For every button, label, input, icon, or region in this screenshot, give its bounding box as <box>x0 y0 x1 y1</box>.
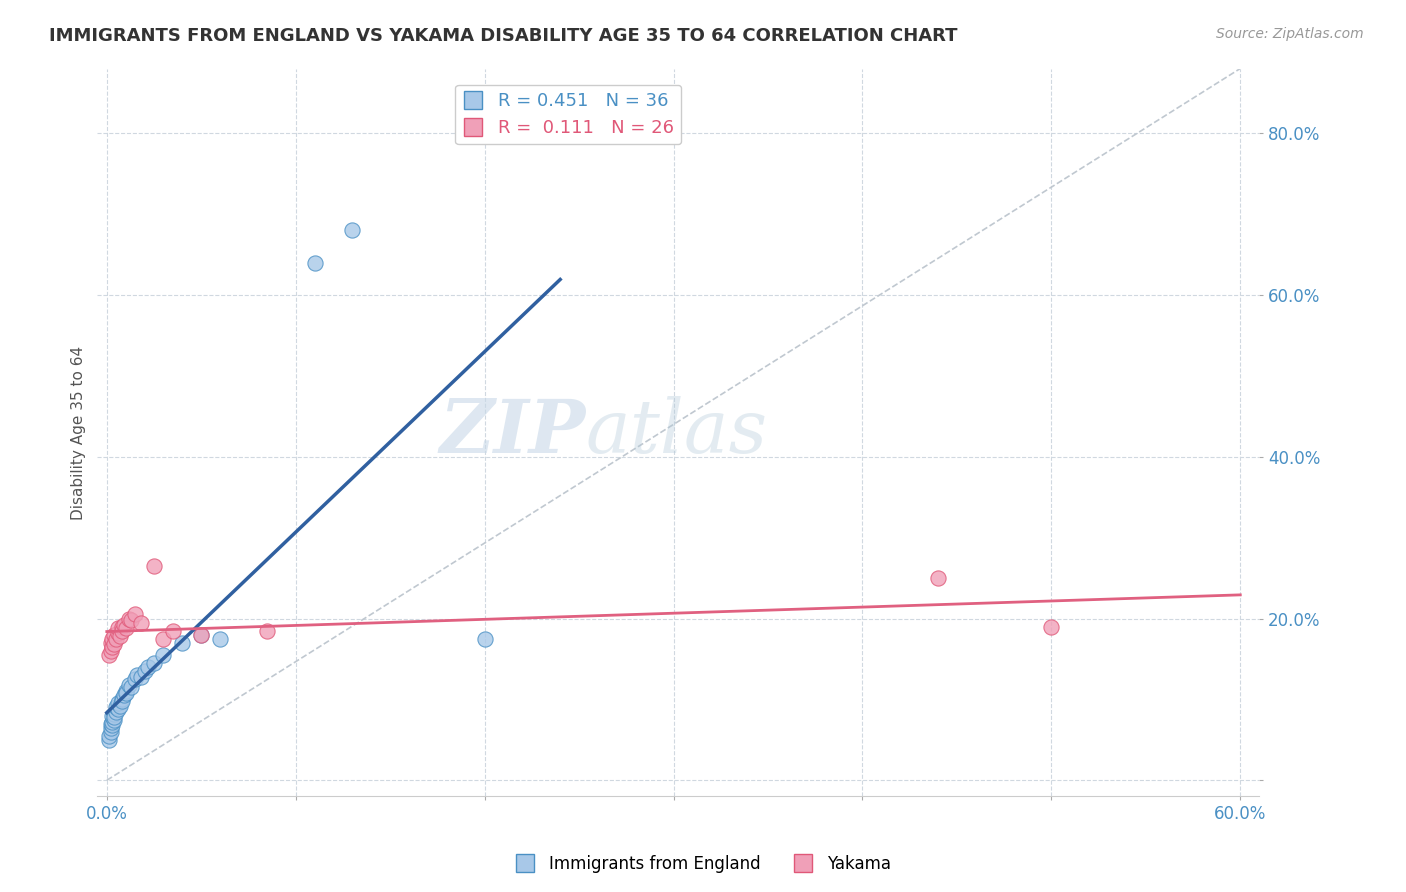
Point <box>103 710 125 724</box>
Point <box>129 670 152 684</box>
Point <box>105 705 128 719</box>
Point <box>125 668 148 682</box>
Text: ZIP: ZIP <box>439 396 585 468</box>
Point <box>927 571 949 585</box>
Point <box>100 721 122 735</box>
Point <box>105 632 128 646</box>
Point <box>118 611 141 625</box>
Point <box>256 624 278 638</box>
Point <box>143 558 166 573</box>
Point <box>120 680 142 694</box>
Point <box>112 618 135 632</box>
Point <box>103 713 125 727</box>
Point <box>152 632 174 646</box>
Point <box>107 621 129 635</box>
Point <box>190 628 212 642</box>
Point <box>124 672 146 686</box>
Point <box>1040 619 1063 633</box>
Point <box>134 664 156 678</box>
Point <box>100 724 122 739</box>
Legend: Immigrants from England, Yakama: Immigrants from England, Yakama <box>509 848 897 880</box>
Point <box>304 255 326 269</box>
Point <box>342 223 364 237</box>
Point <box>108 698 131 713</box>
Point <box>101 708 124 723</box>
Point <box>190 628 212 642</box>
Point <box>97 648 120 662</box>
Point <box>129 615 152 630</box>
Point <box>108 629 131 643</box>
Point <box>103 637 125 651</box>
Point <box>172 636 194 650</box>
Point <box>138 660 160 674</box>
Point <box>101 632 124 646</box>
Point <box>114 686 136 700</box>
Y-axis label: Disability Age 35 to 64: Disability Age 35 to 64 <box>72 345 86 519</box>
Point <box>97 732 120 747</box>
Point <box>101 640 124 654</box>
Point <box>101 714 124 729</box>
Point <box>114 621 136 635</box>
Point <box>111 694 134 708</box>
Point <box>120 613 142 627</box>
Point <box>107 626 129 640</box>
Point <box>107 702 129 716</box>
Point <box>103 706 125 721</box>
Legend: R = 0.451   N = 36, R =  0.111   N = 26: R = 0.451 N = 36, R = 0.111 N = 26 <box>456 85 682 145</box>
Point <box>162 624 184 638</box>
Text: Source: ZipAtlas.com: Source: ZipAtlas.com <box>1216 27 1364 41</box>
Point <box>105 700 128 714</box>
Point <box>100 716 122 731</box>
Point <box>111 624 134 638</box>
Point <box>152 648 174 662</box>
Point <box>114 684 136 698</box>
Text: IMMIGRANTS FROM ENGLAND VS YAKAMA DISABILITY AGE 35 TO 64 CORRELATION CHART: IMMIGRANTS FROM ENGLAND VS YAKAMA DISABI… <box>49 27 957 45</box>
Point <box>111 692 134 706</box>
Point <box>97 729 120 743</box>
Point <box>107 697 129 711</box>
Point <box>100 636 122 650</box>
Text: atlas: atlas <box>585 396 768 468</box>
Point <box>143 656 166 670</box>
Point <box>100 644 122 658</box>
Point <box>474 632 496 646</box>
Point <box>124 607 146 622</box>
Point <box>111 619 134 633</box>
Point <box>112 689 135 703</box>
Point <box>101 718 124 732</box>
Point <box>118 678 141 692</box>
Point <box>209 632 232 646</box>
Point <box>103 628 125 642</box>
